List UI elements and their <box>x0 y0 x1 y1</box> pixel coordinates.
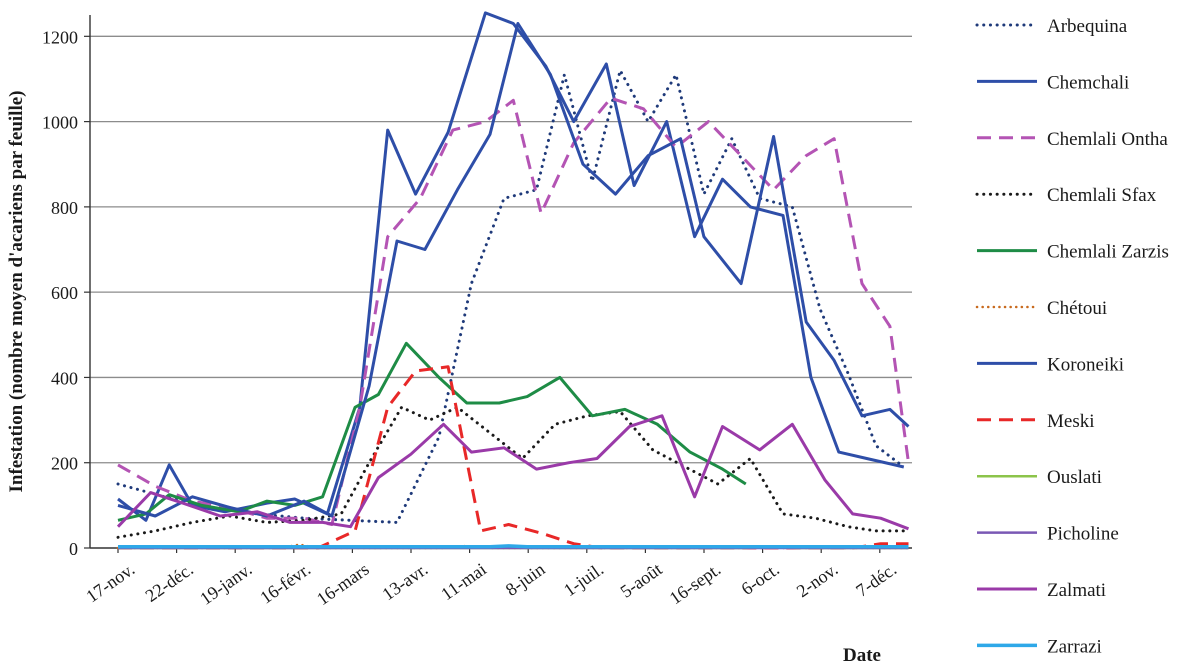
x-tick-label: 6-oct. <box>737 559 782 599</box>
legend-label: Chemchali <box>1047 72 1129 93</box>
series-line-meski <box>118 365 909 550</box>
y-axis-title: Infestation (nombre moyen d'acariens par… <box>6 91 27 493</box>
legend-label: Chemlali Zarzis <box>1047 242 1169 263</box>
x-tick-label: 5-août <box>617 559 666 602</box>
legend: Arbequina Chemchali Chemlali Ontha Chemlali… <box>975 16 1169 657</box>
series-line-zalmati <box>116 414 910 531</box>
y-tick-label: 400 <box>51 368 78 388</box>
series-lines <box>116 11 910 550</box>
legend-label: Picholine <box>1047 524 1119 545</box>
y-tick-label: 1000 <box>42 113 78 133</box>
y-tick-label: 200 <box>51 454 78 474</box>
series-line-arbequina <box>116 68 906 524</box>
x-tick-label: 8-juin <box>502 559 549 600</box>
series-line-koroneiki <box>117 22 910 518</box>
y-tick-label: 600 <box>51 283 78 303</box>
legend-label: Meski <box>1047 411 1095 432</box>
x-tick-label: 19-janv. <box>196 559 255 609</box>
x-tick-label: 22-déc. <box>142 559 197 606</box>
series-line-chemchali <box>117 11 905 522</box>
series-line-chemlali-sfax <box>116 405 910 539</box>
legend-label: Ouslati <box>1047 467 1102 488</box>
x-tick-label: 16-mars <box>313 559 373 609</box>
series-line-zarrazi <box>118 544 909 549</box>
legend-label: Zalmati <box>1047 580 1106 601</box>
legend-label: Chétoui <box>1047 298 1107 319</box>
legend-label: Arbequina <box>1047 16 1128 37</box>
x-tick-label: 1-juil. <box>560 559 607 600</box>
legend-label: Chemlali Ontha <box>1047 129 1168 150</box>
x-tick-label: 16-févr. <box>256 559 314 608</box>
x-tick-label: 16-sept. <box>666 559 725 608</box>
legend-label: Zarrazi <box>1047 636 1102 657</box>
x-tick-label: 2-nov. <box>793 559 842 601</box>
x-tick-label: 7-déc. <box>852 559 900 601</box>
x-tick-label: 17-nov. <box>82 559 138 607</box>
x-tick-label: 13-avr. <box>378 559 431 604</box>
y-tick-label: 800 <box>51 198 78 218</box>
series-line-chemlali-ontha <box>117 96 910 526</box>
legend-label: Koroneiki <box>1047 354 1124 375</box>
series-line-chemlali-zarzis <box>117 341 747 522</box>
y-tick-label: 0 <box>69 539 78 559</box>
tick-labels: 0 200 400 600 800 1000 1200 17-nov. 22-déc. 19-ja… <box>42 27 900 609</box>
x-tick-label: 11-mai <box>437 559 490 604</box>
gridlines <box>84 35 912 549</box>
legend-label: Chemlali Sfax <box>1047 185 1157 206</box>
x-axis-title: Date <box>843 645 881 666</box>
y-tick-label: 1200 <box>42 27 78 47</box>
